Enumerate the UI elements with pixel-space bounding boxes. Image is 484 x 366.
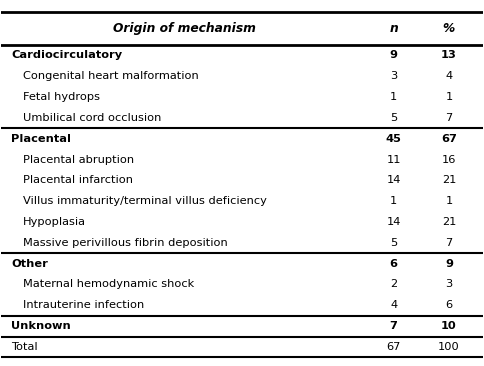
- Text: 21: 21: [442, 175, 456, 185]
- Text: 100: 100: [438, 342, 460, 352]
- Text: 13: 13: [441, 51, 457, 60]
- Text: %: %: [443, 22, 455, 35]
- Text: Other: Other: [11, 259, 48, 269]
- Text: Intrauterine infection: Intrauterine infection: [23, 300, 144, 310]
- Text: Massive perivillous fibrin deposition: Massive perivillous fibrin deposition: [23, 238, 228, 248]
- Text: 21: 21: [442, 217, 456, 227]
- Text: 6: 6: [390, 259, 397, 269]
- Text: Maternal hemodynamic shock: Maternal hemodynamic shock: [23, 280, 194, 290]
- Text: 7: 7: [445, 238, 453, 248]
- Text: 67: 67: [441, 134, 457, 144]
- Text: Origin of mechanism: Origin of mechanism: [113, 22, 256, 35]
- Text: 14: 14: [386, 175, 401, 185]
- Text: Placental: Placental: [11, 134, 71, 144]
- Text: 45: 45: [386, 134, 402, 144]
- Text: Placental infarction: Placental infarction: [23, 175, 133, 185]
- Text: 5: 5: [390, 238, 397, 248]
- Text: n: n: [389, 22, 398, 35]
- Text: 3: 3: [445, 280, 453, 290]
- Text: 5: 5: [390, 113, 397, 123]
- Text: 6: 6: [445, 300, 453, 310]
- Text: Congenital heart malformation: Congenital heart malformation: [23, 71, 199, 81]
- Text: 7: 7: [445, 113, 453, 123]
- Text: 9: 9: [445, 259, 453, 269]
- Text: 7: 7: [390, 321, 397, 331]
- Text: 1: 1: [390, 92, 397, 102]
- Text: Umbilical cord occlusion: Umbilical cord occlusion: [23, 113, 162, 123]
- Text: 10: 10: [441, 321, 457, 331]
- Text: Placental abruption: Placental abruption: [23, 154, 134, 164]
- Text: 11: 11: [386, 154, 401, 164]
- Text: 1: 1: [445, 196, 453, 206]
- Text: Villus immaturity/terminal villus deficiency: Villus immaturity/terminal villus defici…: [23, 196, 267, 206]
- Text: Cardiocirculatory: Cardiocirculatory: [11, 51, 122, 60]
- Text: 4: 4: [445, 71, 453, 81]
- Text: 16: 16: [442, 154, 456, 164]
- Text: 14: 14: [386, 217, 401, 227]
- Text: 1: 1: [390, 196, 397, 206]
- Text: Hypoplasia: Hypoplasia: [23, 217, 86, 227]
- Text: 4: 4: [390, 300, 397, 310]
- Text: 3: 3: [390, 71, 397, 81]
- Text: 1: 1: [445, 92, 453, 102]
- Text: 9: 9: [390, 51, 397, 60]
- Text: Fetal hydrops: Fetal hydrops: [23, 92, 100, 102]
- Text: 2: 2: [390, 280, 397, 290]
- Text: Unknown: Unknown: [11, 321, 71, 331]
- Text: Total: Total: [11, 342, 38, 352]
- Text: 67: 67: [386, 342, 401, 352]
